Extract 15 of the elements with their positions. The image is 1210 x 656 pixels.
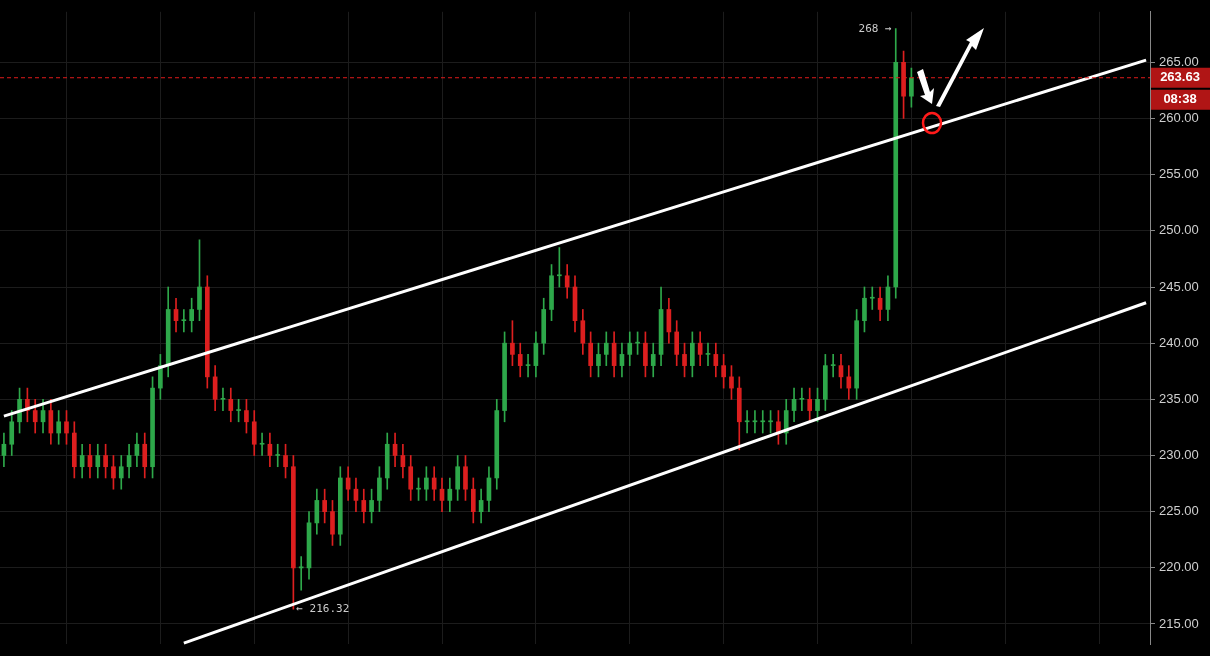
- y-tick-label: 235.00: [1159, 390, 1199, 406]
- y-tick-label: 255.00: [1159, 166, 1199, 182]
- annotation: 268 →: [858, 21, 893, 35]
- y-tick-label: 245.00: [1159, 278, 1199, 294]
- text: 08:38: [1163, 91, 1197, 107]
- y-tick-label: 260.00: [1159, 110, 1199, 126]
- y-tick-label: 250.00: [1159, 222, 1199, 238]
- y-tick-label: 265.00: [1159, 53, 1199, 69]
- y-tick-label: 215.00: [1159, 615, 1199, 631]
- y-tick-label: 230.00: [1159, 447, 1199, 463]
- ref-line-label: 263.63: [1160, 69, 1200, 85]
- y-tick-label: 220.00: [1159, 559, 1199, 575]
- y-tick-label: 240.00: [1159, 334, 1199, 350]
- annotation: ← 216.32: [296, 602, 350, 616]
- y-tick-label: 225.00: [1159, 503, 1199, 519]
